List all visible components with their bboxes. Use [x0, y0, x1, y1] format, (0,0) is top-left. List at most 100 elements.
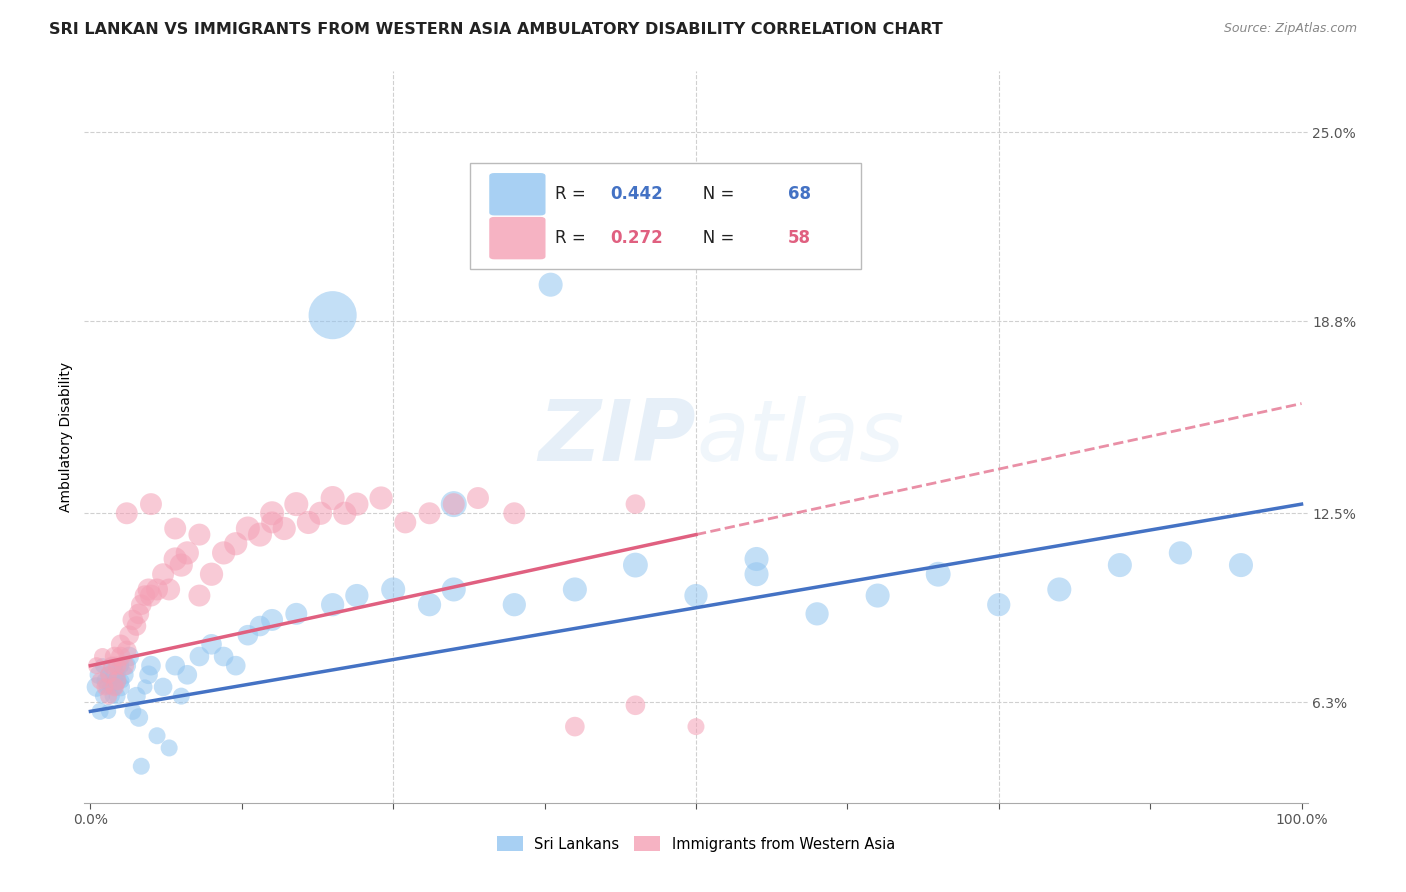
Point — [540, 277, 562, 292]
Point — [382, 582, 405, 597]
Point — [322, 598, 344, 612]
Point — [503, 598, 526, 612]
Point — [467, 491, 489, 505]
Point — [1108, 558, 1130, 573]
Point — [200, 637, 222, 651]
Point — [1047, 582, 1070, 597]
Point — [285, 497, 308, 511]
Point — [503, 506, 526, 520]
Point — [115, 643, 138, 657]
Point — [125, 619, 148, 633]
Point — [110, 649, 132, 664]
Point — [165, 658, 187, 673]
Point — [745, 567, 768, 582]
Point — [107, 667, 129, 682]
Point — [624, 497, 647, 511]
Point — [443, 497, 465, 511]
Point — [236, 521, 259, 535]
FancyBboxPatch shape — [489, 173, 546, 216]
Point — [118, 649, 141, 664]
Point — [134, 680, 156, 694]
Point — [152, 680, 174, 694]
Point — [104, 680, 127, 694]
Point — [105, 658, 128, 673]
Point — [212, 649, 235, 664]
Point — [125, 689, 148, 703]
Y-axis label: Ambulatory Disability: Ambulatory Disability — [59, 362, 73, 512]
Point — [87, 667, 110, 682]
FancyBboxPatch shape — [489, 217, 546, 260]
Point — [94, 673, 117, 688]
Point — [98, 680, 121, 694]
Point — [118, 628, 141, 642]
Point — [1170, 546, 1192, 560]
Point — [97, 667, 120, 682]
Text: R =: R = — [555, 229, 592, 247]
Point — [249, 527, 271, 541]
Point — [129, 759, 152, 773]
Point — [91, 649, 114, 664]
Point — [309, 506, 332, 520]
Legend: Sri Lankans, Immigrants from Western Asia: Sri Lankans, Immigrants from Western Asi… — [491, 830, 901, 858]
Point — [115, 506, 138, 520]
Point — [685, 589, 707, 603]
Point — [104, 649, 127, 664]
Point — [333, 506, 356, 520]
Point — [443, 582, 465, 597]
Point — [200, 567, 222, 582]
Point — [564, 720, 586, 734]
Point — [165, 552, 187, 566]
Point — [101, 658, 124, 673]
Point — [105, 673, 128, 688]
Point — [170, 689, 193, 703]
Text: SRI LANKAN VS IMMIGRANTS FROM WESTERN ASIA AMBULATORY DISABILITY CORRELATION CHA: SRI LANKAN VS IMMIGRANTS FROM WESTERN AS… — [49, 22, 943, 37]
Text: 0.272: 0.272 — [610, 229, 664, 247]
Point — [110, 637, 132, 651]
Point — [1230, 558, 1253, 573]
Point — [91, 689, 114, 703]
Point — [112, 667, 135, 682]
Point — [101, 689, 124, 703]
Point — [564, 582, 586, 597]
Point — [111, 673, 134, 688]
Point — [987, 598, 1010, 612]
Point — [212, 546, 235, 560]
Point — [112, 658, 135, 673]
Point — [236, 628, 259, 642]
Point — [105, 673, 128, 688]
Point — [866, 589, 889, 603]
Point — [104, 680, 127, 694]
Point — [176, 667, 198, 682]
Point — [129, 598, 152, 612]
Point — [624, 558, 647, 573]
Point — [170, 558, 193, 573]
Point — [110, 680, 132, 694]
Point — [86, 658, 108, 673]
Point — [104, 667, 127, 682]
Point — [370, 491, 392, 505]
Point — [115, 658, 138, 673]
Point — [165, 521, 187, 535]
Point — [105, 689, 128, 703]
Point — [443, 497, 465, 511]
Point — [262, 516, 284, 530]
Text: 68: 68 — [787, 186, 811, 203]
Point — [121, 613, 143, 627]
Point — [394, 516, 416, 530]
FancyBboxPatch shape — [470, 163, 860, 268]
Text: 0.442: 0.442 — [610, 186, 664, 203]
Text: R =: R = — [555, 186, 592, 203]
Text: atlas: atlas — [696, 395, 904, 479]
Point — [346, 497, 368, 511]
Point — [927, 567, 949, 582]
Point — [188, 589, 211, 603]
Point — [188, 649, 211, 664]
Point — [89, 673, 111, 688]
Point — [139, 497, 162, 511]
Point — [97, 667, 120, 682]
Point — [146, 729, 169, 743]
Point — [103, 673, 125, 688]
Point — [152, 567, 174, 582]
Point — [139, 589, 162, 603]
Point — [121, 705, 143, 719]
